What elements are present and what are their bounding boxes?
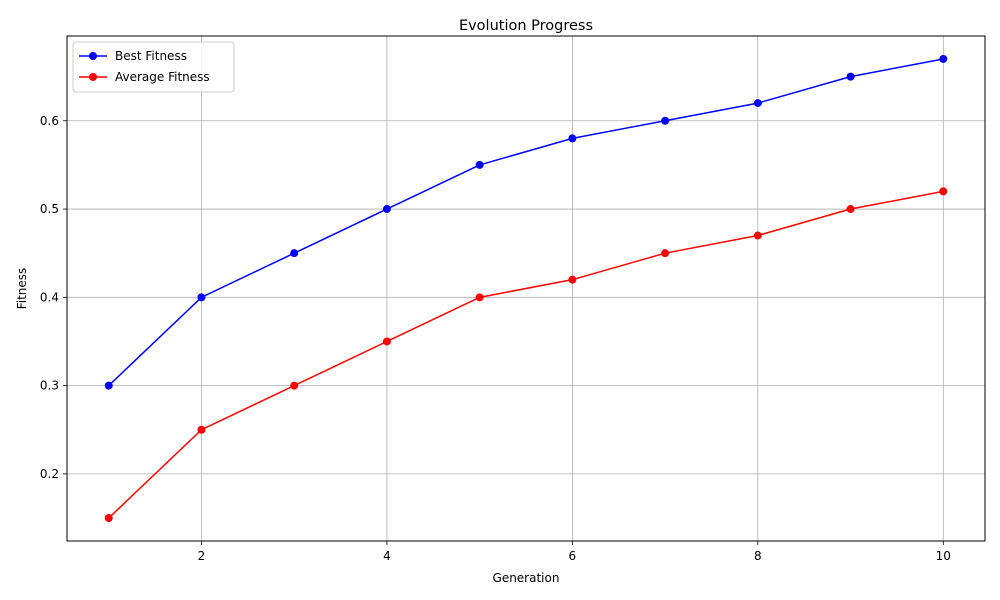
x-axis-label: Generation	[493, 571, 560, 585]
y-tick-label: 0.2	[40, 467, 59, 481]
x-tick-label: 8	[754, 549, 762, 563]
x-tick-label: 4	[383, 549, 391, 563]
data-point	[197, 425, 206, 434]
y-tick-label: 0.6	[40, 114, 59, 128]
data-point	[475, 293, 484, 302]
chart-title: Evolution Progress	[459, 18, 593, 34]
data-point	[939, 187, 948, 196]
ticks: 2 4 6 8 10 0.2 0.3 0.4 0.5 0.6	[40, 114, 951, 563]
y-tick-label: 0.3	[40, 379, 59, 393]
data-point	[382, 205, 391, 214]
legend-marker-best	[89, 52, 97, 60]
legend-label-best: Best Fitness	[115, 49, 187, 63]
series-average-fitness	[104, 187, 948, 523]
series-line	[108, 58, 944, 387]
series-best-fitness	[104, 54, 948, 390]
y-tick-label: 0.4	[40, 290, 59, 304]
x-tick-label: 10	[936, 549, 951, 563]
data-point	[568, 275, 577, 284]
data-point	[753, 99, 762, 108]
y-tick-label: 0.5	[40, 202, 59, 216]
data-point	[382, 337, 391, 346]
legend-box	[72, 41, 235, 93]
legend-marker-average	[89, 73, 97, 81]
x-tick-label: 6	[569, 549, 577, 563]
legend-label-average: Average Fitness	[115, 70, 210, 84]
series-layer	[104, 54, 948, 523]
data-point	[290, 381, 299, 390]
data-point	[661, 116, 670, 125]
data-point	[104, 381, 113, 390]
series-line	[108, 190, 944, 519]
plot-frame	[66, 35, 986, 542]
data-point	[568, 134, 577, 143]
x-tick-label: 2	[198, 549, 206, 563]
data-point	[753, 231, 762, 240]
grid	[67, 36, 985, 541]
data-point	[846, 72, 855, 81]
data-point	[290, 249, 299, 258]
y-axis-label: Fitness	[15, 268, 29, 310]
data-point	[475, 160, 484, 169]
data-point	[939, 54, 948, 63]
data-point	[104, 514, 113, 523]
legend: Best Fitness Average Fitness	[72, 41, 235, 93]
data-point	[661, 249, 670, 258]
data-point	[197, 293, 206, 302]
data-point	[846, 205, 855, 214]
